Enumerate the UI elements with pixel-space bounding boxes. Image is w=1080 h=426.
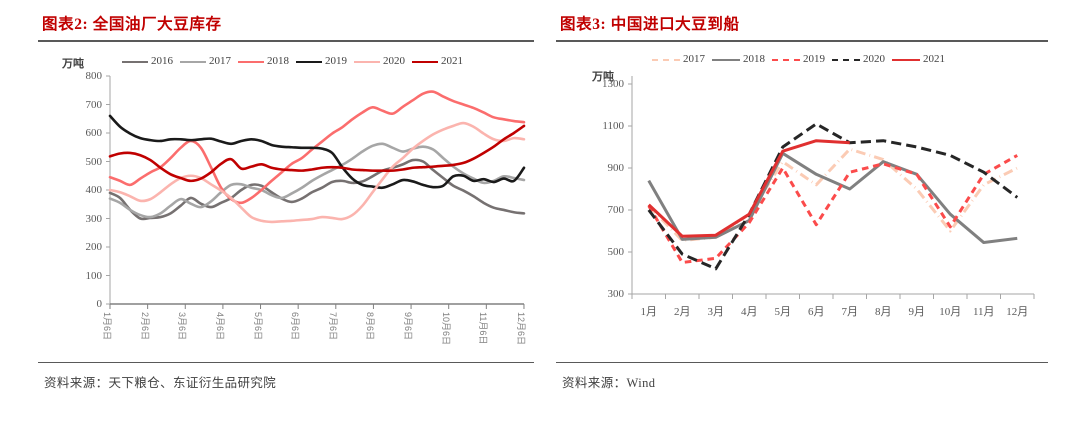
y-axis-tick-label: 700 — [85, 98, 103, 111]
y-axis-tick-label: 500 — [85, 155, 103, 168]
legend-item-2020[interactable]: 2020 — [354, 56, 405, 67]
x-axis-tick-label: 9月 — [908, 306, 926, 318]
legend-swatch-icon — [354, 60, 380, 63]
figure-2-title: 图表2: 全国油厂大豆库存 — [42, 16, 222, 33]
figure-3-svg — [628, 76, 1035, 299]
y-axis-tick-label: 300 — [85, 212, 103, 225]
x-axis-tick-label: 4月6日 — [214, 312, 225, 341]
y-axis-tick-label: 600 — [85, 127, 103, 139]
x-axis-tick-label: 5月6日 — [252, 312, 263, 341]
legend-item-2021[interactable]: 2021 — [892, 54, 945, 65]
legend-item-2018[interactable]: 2018 — [712, 54, 765, 65]
figure-2-source: 资料来源：天下粮仓、东证衍生品研究院 — [44, 376, 277, 390]
legend-label: 2019 — [803, 53, 825, 65]
y-axis-tick-label: 400 — [85, 184, 103, 196]
x-axis-tick-label: 10月6日 — [440, 312, 451, 346]
x-axis-tick-label: 2月6日 — [139, 312, 150, 341]
legend-swatch-icon — [832, 58, 860, 61]
y-axis-tick-label: 1300 — [602, 78, 624, 90]
x-axis-tick-label: 10月 — [939, 306, 962, 318]
x-axis-tick-label: 1月6日 — [102, 312, 112, 341]
figure-2-source-rule — [38, 362, 534, 363]
legend-swatch-icon — [772, 58, 800, 61]
x-axis-tick-label: 6月 — [808, 306, 825, 318]
legend-item-2019[interactable]: 2019 — [296, 56, 347, 67]
figure-3-y-unit: 万吨 — [592, 71, 614, 83]
legend-label: 2018 — [267, 55, 289, 67]
y-axis-tick-label: 200 — [85, 241, 103, 253]
legend-label: 2020 — [863, 53, 885, 65]
y-axis-tick-label: 1100 — [602, 120, 624, 132]
legend-swatch-icon — [238, 60, 264, 63]
legend-swatch-icon — [296, 60, 322, 63]
figure-2-title-rule — [38, 40, 534, 42]
x-axis-tick-label: 6月6日 — [290, 312, 301, 341]
legend-swatch-icon — [652, 58, 680, 61]
legend-item-2020[interactable]: 2020 — [832, 54, 885, 65]
y-axis-tick-label: 900 — [607, 162, 625, 174]
legend-label: 2021 — [441, 55, 463, 67]
figure-3-title: 图表3: 中国进口大豆到船 — [560, 16, 740, 33]
x-axis-tick-label: 8月6日 — [365, 312, 376, 341]
x-axis-tick-label: 8月 — [875, 306, 892, 318]
legend-swatch-icon — [180, 60, 206, 63]
figure-2-panel: 图表2: 全国油厂大豆库存 万吨 2016 2017 2018 2019 2020 202… — [38, 0, 534, 426]
legend-item-2019[interactable]: 2019 — [772, 54, 825, 65]
x-axis-tick-label: 7月6日 — [327, 312, 338, 341]
figure-3-source: 资料来源：Wind — [562, 376, 656, 390]
x-axis-tick-label: 3月6日 — [177, 312, 188, 341]
x-axis-tick-label: 12月 — [1006, 306, 1029, 318]
legend-item-2017[interactable]: 2017 — [652, 54, 705, 65]
legend-item-2018[interactable]: 2018 — [238, 56, 289, 67]
y-axis-tick-label: 300 — [607, 288, 625, 300]
legend-swatch-icon — [892, 58, 920, 61]
x-axis-tick-label: 4月 — [741, 306, 758, 318]
figure-2-y-unit: 万吨 — [62, 58, 84, 70]
figure-2-plot: 万吨 2016 2017 2018 2019 2020 2021 0 100 200 300 40… — [38, 42, 534, 362]
figure-3-panel: 图表3: 中国进口大豆到船 万吨 2017 2018 2019 2020 2021 30… — [556, 0, 1048, 426]
legend-label: 2018 — [743, 53, 765, 65]
figure-3-legend: 2017 2018 2019 2020 2021 — [652, 54, 1012, 65]
x-axis-tick-label: 1月 — [640, 306, 658, 318]
figure-2-legend: 2016 2017 2018 2019 2020 2021 — [122, 56, 522, 67]
x-axis-tick-label: 3月 — [707, 306, 725, 318]
legend-label: 2017 — [683, 53, 705, 65]
x-axis-tick-label: 12月6日 — [515, 312, 526, 346]
legend-item-2017[interactable]: 2017 — [180, 56, 231, 67]
y-axis-tick-label: 0 — [96, 298, 103, 310]
x-axis-tick-label: 7月 — [841, 306, 859, 318]
legend-item-2016[interactable]: 2016 — [122, 56, 173, 67]
legend-swatch-icon — [122, 60, 148, 63]
legend-label: 2019 — [325, 55, 347, 67]
y-axis-tick-label: 800 — [85, 70, 103, 82]
legend-swatch-icon — [412, 60, 438, 63]
x-axis-tick-label: 11月6日 — [478, 312, 489, 345]
figure-3-source-rule — [556, 362, 1048, 363]
y-axis-tick-label: 100 — [85, 269, 103, 282]
x-axis-tick-label: 11月 — [972, 306, 995, 318]
y-axis-tick-label: 500 — [607, 246, 625, 258]
legend-item-2021[interactable]: 2021 — [412, 56, 463, 67]
figure-3-title-rule — [556, 40, 1048, 42]
y-axis-tick-label: 700 — [607, 204, 625, 216]
legend-label: 2016 — [151, 55, 173, 67]
x-axis-tick-label: 2月 — [674, 306, 691, 318]
legend-label: 2020 — [383, 55, 405, 67]
figure-2-svg — [106, 75, 526, 309]
x-axis-tick-label: 5月 — [774, 306, 792, 318]
legend-label: 2017 — [209, 55, 231, 67]
figure-3-plot: 万吨 2017 2018 2019 2020 2021 300 500 700 900 1100… — [556, 42, 1048, 362]
legend-label: 2021 — [923, 53, 945, 65]
legend-swatch-icon — [712, 58, 740, 61]
x-axis-tick-label: 9月6日 — [403, 312, 414, 341]
